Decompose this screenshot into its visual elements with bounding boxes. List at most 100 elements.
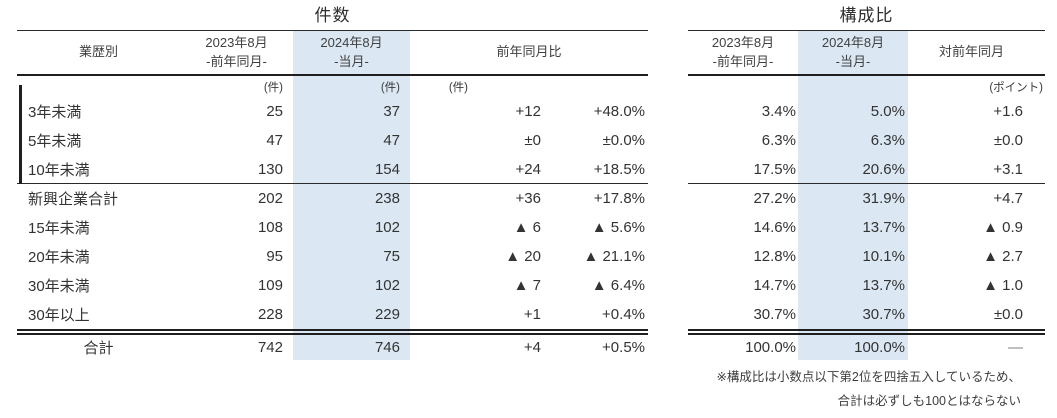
row-label: 15年未満: [28, 220, 90, 237]
value-2023: 109: [257, 277, 283, 294]
unit-2023: (件): [263, 81, 283, 94]
share-diff: ±0.0: [993, 132, 1023, 149]
share-2023: 14.6%: [753, 219, 796, 236]
share-2023: 6.3%: [761, 132, 796, 149]
total-2023: 742: [257, 339, 283, 356]
total-label: 合計: [83, 340, 114, 357]
share-2024: 13.7%: [798, 213, 908, 242]
total-diff-pct: +0.5%: [602, 339, 645, 356]
table-row: 14.6% 13.7% ▲ 0.9: [688, 213, 1045, 242]
table-row: 30年以上 228 229 +1 +0.4%: [17, 300, 648, 329]
value-diff-pct: ▲ 6.4%: [591, 277, 645, 294]
double-rule: [17, 329, 648, 335]
value-diff: ▲ 6: [513, 219, 541, 236]
row-label: 10年未満: [28, 161, 90, 179]
share-2024: 10.1%: [798, 242, 908, 271]
table-row: 10年未満 130 154 +24 +18.5%: [17, 155, 648, 184]
counts-table-body: 業歴別 2023年8月 -前年同月- 2024年8月 -当月- 前年同月比 (件…: [17, 30, 648, 360]
value-diff-pct: +0.4%: [602, 306, 645, 323]
share-diff: +1.6: [993, 103, 1023, 120]
share-2023: 12.8%: [753, 248, 796, 265]
table-row: 新興企業合計 202 238 +36 +17.8%: [17, 184, 648, 213]
composition-table-body: 2023年8月 -前年同月- 2024年8月 -当月- 対前年同月 (ポイント)…: [688, 30, 1045, 360]
header-2024-line2: -当月-: [835, 53, 871, 69]
value-diff: +12: [515, 103, 541, 120]
highlight-strip: [293, 331, 410, 333]
value-2023: 228: [257, 306, 283, 323]
share-2023: 30.7%: [753, 306, 796, 323]
row-label: 3年未満: [28, 104, 82, 121]
header-2024: 2024年8月 -当月-: [293, 31, 410, 74]
total-diff: +4: [523, 339, 541, 356]
value-2023: 130: [257, 160, 283, 178]
counts-table: 件数 業歴別 2023年8月 -前年同月- 2024年8月 -当月- 前年同月比…: [17, 4, 648, 360]
composition-header-row: 2023年8月 -前年同月- 2024年8月 -当月- 対前年同月: [688, 31, 1045, 76]
table-row: 27.2% 31.9% +4.7: [688, 184, 1045, 213]
value-diff: ▲ 20: [505, 248, 541, 265]
share-diff: +4.7: [993, 190, 1023, 207]
value-2024: 75: [293, 242, 410, 271]
highlight-strip: [798, 331, 908, 333]
value-diff: +24: [515, 160, 541, 178]
share-diff: ▲ 2.7: [983, 248, 1023, 265]
table-row: 12.8% 10.1% ▲ 2.7: [688, 242, 1045, 271]
header-2023-line1: 2023年8月: [711, 34, 775, 50]
share-2023: 27.2%: [753, 190, 796, 207]
header-2023: 2023年8月 -前年同月-: [688, 31, 798, 74]
unit-2024: (件): [293, 76, 410, 97]
share-diff: +3.1: [993, 160, 1023, 178]
value-2024: 37: [293, 97, 410, 126]
counts-unit-row: (件) (件) (件): [17, 76, 648, 97]
share-2024: 6.3%: [798, 126, 908, 155]
value-diff-pct: +48.0%: [593, 103, 645, 120]
header-yoy-diff: 前年同月比: [496, 44, 562, 60]
table-row: 14.7% 13.7% ▲ 1.0: [688, 271, 1045, 300]
total-row: 100.0% 100.0% ―: [688, 335, 1045, 360]
value-2023: 108: [257, 219, 283, 236]
value-diff-pct: ▲ 21.1%: [583, 248, 645, 265]
share-diff: ▲ 1.0: [983, 277, 1023, 294]
header-2023-line1: 2023年8月: [205, 34, 268, 50]
total-share-diff: ―: [1008, 339, 1023, 356]
header-2024-line1: 2024年8月: [320, 34, 383, 50]
table-row: 15年未満 108 102 ▲ 6 ▲ 5.6%: [17, 213, 648, 242]
share-2024: 20.6%: [798, 155, 908, 183]
header-2024-line2: -当月-: [334, 53, 369, 69]
footnote-line1: ※構成比は小数点以下第2位を四捨五入しているため、: [716, 370, 1021, 384]
value-2024: 102: [293, 271, 410, 300]
header-yoy-points: 対前年同月: [938, 44, 1004, 60]
table-row: 17.5% 20.6% +3.1: [688, 155, 1045, 184]
unit-spacer: [798, 76, 908, 97]
footnote: ※構成比は小数点以下第2位を四捨五入しているため、 合計は必ずしも100とはなら…: [688, 365, 1045, 413]
table-row: 20年未満 95 75 ▲ 20 ▲ 21.1%: [17, 242, 648, 271]
value-diff: +36: [515, 190, 541, 207]
row-label: 30年未満: [28, 278, 90, 295]
share-2024: 13.7%: [798, 271, 908, 300]
double-rule: [688, 329, 1045, 335]
table-row: 30年未満 109 102 ▲ 7 ▲ 6.4%: [17, 271, 648, 300]
value-2024: 238: [293, 184, 410, 213]
value-2023: 202: [257, 190, 283, 207]
share-2024: 5.0%: [798, 97, 908, 126]
value-diff: ±0: [524, 132, 541, 149]
value-2024: 229: [293, 300, 410, 329]
table-row: 30.7% 30.7% ±0.0: [688, 300, 1045, 329]
total-share-2023: 100.0%: [745, 339, 796, 356]
value-2024: 154: [293, 155, 410, 183]
unit-spacer: [688, 76, 798, 97]
share-2023: 14.7%: [753, 277, 796, 294]
value-2024: 47: [293, 126, 410, 155]
value-diff-pct: ±0.0%: [602, 132, 645, 149]
total-2024: 746: [293, 335, 410, 360]
composition-table: 構成比 2023年8月 -前年同月- 2024年8月 -当月- 対前年同月 (ポ…: [688, 4, 1045, 413]
unit-diff: (件): [448, 81, 468, 94]
row-label: 5年未満: [28, 133, 82, 150]
footnote-line2: 合計は必ずしも100とはならない: [837, 394, 1021, 408]
total-share-2024: 100.0%: [798, 335, 908, 360]
value-2023: 47: [266, 132, 283, 149]
table-row: 5年未満 47 47 ±0 ±0.0%: [17, 126, 648, 155]
composition-unit-row: (ポイント): [688, 76, 1045, 97]
share-diff: ▲ 0.9: [983, 219, 1023, 236]
header-2023-line2: -前年同月-: [712, 53, 774, 69]
